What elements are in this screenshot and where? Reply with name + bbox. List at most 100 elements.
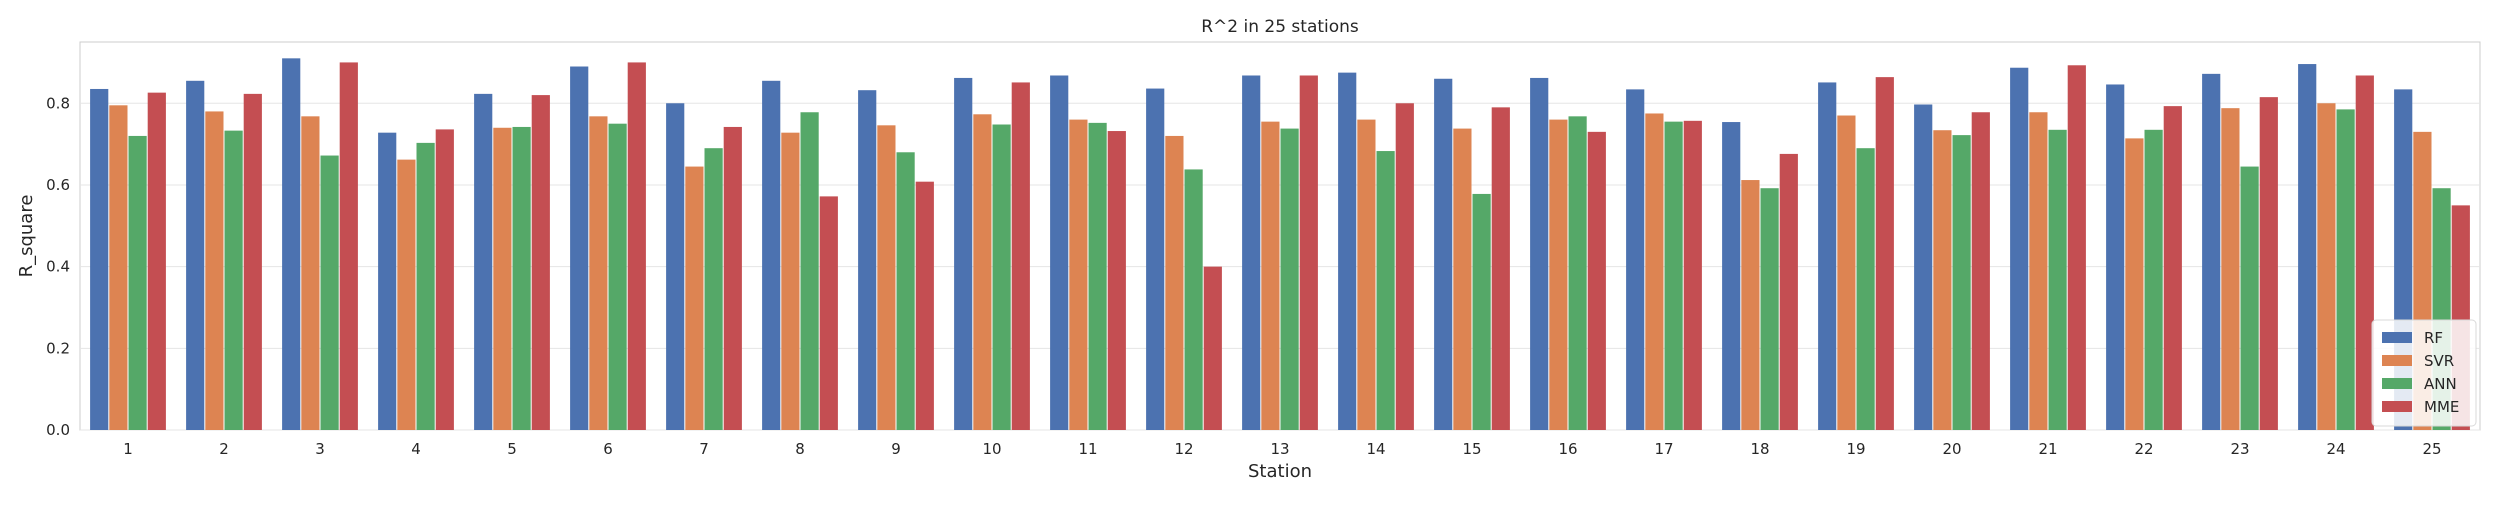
bar-mme-station-22 — [2163, 106, 2182, 431]
bar-mme-station-11 — [1107, 131, 1126, 431]
y-tick-label: 0.8 — [46, 94, 70, 112]
bar-rf-station-11 — [1050, 75, 1069, 430]
bar-svr-station-10 — [973, 114, 992, 430]
x-tick-label: 9 — [891, 440, 901, 458]
bar-mme-station-3 — [339, 62, 358, 430]
x-tick-label: 18 — [1750, 440, 1769, 458]
y-tick-label: 0.4 — [46, 258, 70, 276]
bar-ann-station-5 — [512, 126, 531, 431]
bar-mme-station-23 — [2259, 97, 2278, 430]
bar-svr-station-20 — [1933, 130, 1952, 431]
bar-ann-station-22 — [2144, 129, 2163, 430]
legend-swatch-ann — [2382, 378, 2412, 389]
bar-mme-station-8 — [819, 196, 838, 430]
y-axis-label: R_square — [16, 195, 37, 278]
bar-mme-station-16 — [1587, 131, 1606, 430]
bar-mme-station-18 — [1779, 153, 1798, 431]
x-tick-label: 6 — [603, 440, 613, 458]
bar-rf-station-4 — [378, 132, 397, 430]
bar-rf-station-13 — [1242, 75, 1261, 430]
bar-svr-station-22 — [2125, 138, 2144, 430]
bar-rf-station-18 — [1722, 122, 1741, 430]
bar-svr-station-13 — [1261, 121, 1280, 431]
bar-svr-station-8 — [781, 132, 800, 430]
chart-title: R^2 in 25 stations — [1201, 17, 1359, 37]
bar-rf-station-3 — [282, 58, 301, 430]
bar-ann-station-10 — [992, 124, 1011, 431]
bar-svr-station-17 — [1645, 113, 1664, 430]
y-tick-label: 0.6 — [46, 176, 70, 194]
bar-mme-station-6 — [627, 62, 646, 430]
legend-swatch-rf — [2382, 332, 2412, 343]
bar-ann-station-15 — [1472, 193, 1491, 430]
bar-rf-station-8 — [762, 80, 781, 431]
x-tick-label: 4 — [411, 440, 421, 458]
bar-mme-station-5 — [531, 95, 550, 431]
y-tick-label: 0.0 — [46, 421, 70, 439]
bar-ann-station-14 — [1376, 151, 1395, 431]
bar-ann-station-16 — [1568, 116, 1587, 430]
legend: RF SVR ANN MME — [2371, 319, 2477, 427]
bar-ann-station-21 — [2048, 129, 2067, 430]
bar-svr-station-5 — [493, 127, 512, 430]
y-tick-label: 0.2 — [46, 339, 70, 357]
x-tick-label: 2 — [219, 440, 229, 458]
x-tick-label: 5 — [507, 440, 517, 458]
bar-ann-station-23 — [2240, 166, 2259, 430]
bar-rf-station-21 — [2010, 67, 2029, 430]
bar-mme-station-20 — [1971, 112, 1990, 431]
bar-mme-station-17 — [1683, 120, 1702, 431]
x-tick-label: 19 — [1846, 440, 1865, 458]
bar-rf-station-6 — [570, 66, 589, 431]
bar-rf-station-16 — [1530, 77, 1549, 431]
bar-rf-station-10 — [954, 77, 973, 431]
bar-rf-station-9 — [858, 90, 877, 430]
bar-ann-station-6 — [608, 123, 627, 431]
bar-svr-station-19 — [1837, 115, 1856, 430]
bar-svr-station-1 — [109, 105, 128, 430]
x-tick-label: 8 — [795, 440, 805, 458]
bar-mme-station-2 — [243, 93, 262, 430]
legend-swatch-svr — [2382, 355, 2412, 366]
bar-rf-station-24 — [2298, 64, 2317, 430]
bar-mme-station-7 — [723, 126, 742, 431]
x-tick-label: 25 — [2422, 440, 2441, 458]
x-axis-label: Station — [1248, 461, 1312, 482]
bar-rf-station-23 — [2202, 73, 2221, 430]
bar-rf-station-20 — [1914, 104, 1933, 431]
bar-svr-station-3 — [301, 116, 320, 430]
x-tick-label: 1 — [123, 440, 133, 458]
bar-svr-station-4 — [397, 159, 416, 431]
bar-ann-station-8 — [800, 112, 819, 431]
bar-svr-station-14 — [1357, 119, 1376, 430]
bar-ann-station-3 — [320, 155, 339, 430]
bar-svr-station-16 — [1549, 119, 1568, 430]
bar-rf-station-12 — [1146, 88, 1165, 430]
bar-rf-station-5 — [474, 93, 493, 430]
x-tick-label: 3 — [315, 440, 325, 458]
bar-rf-station-19 — [1818, 82, 1837, 430]
x-tick-label: 11 — [1078, 440, 1097, 458]
x-tick-label: 14 — [1366, 440, 1385, 458]
legend-label-mme: MME — [2424, 398, 2459, 416]
legend-label-rf: RF — [2424, 329, 2443, 347]
bar-svr-station-11 — [1069, 119, 1088, 430]
bar-mme-station-9 — [915, 181, 934, 430]
x-tick-label: 16 — [1558, 440, 1577, 458]
bar-mme-station-13 — [1299, 75, 1318, 430]
bar-mme-station-10 — [1011, 82, 1030, 430]
x-tick-label: 23 — [2230, 440, 2249, 458]
bar-ann-station-18 — [1760, 188, 1779, 430]
bar-rf-station-2 — [186, 80, 205, 431]
bar-ann-station-9 — [896, 152, 915, 430]
bar-rf-station-15 — [1434, 78, 1453, 430]
x-tick-label: 7 — [699, 440, 709, 458]
x-tick-label: 20 — [1942, 440, 1961, 458]
bar-mme-station-4 — [435, 129, 454, 430]
x-tick-label: 22 — [2134, 440, 2153, 458]
bar-ann-station-4 — [416, 142, 435, 430]
x-tick-label: 13 — [1270, 440, 1289, 458]
bar-mme-station-1 — [147, 92, 166, 430]
